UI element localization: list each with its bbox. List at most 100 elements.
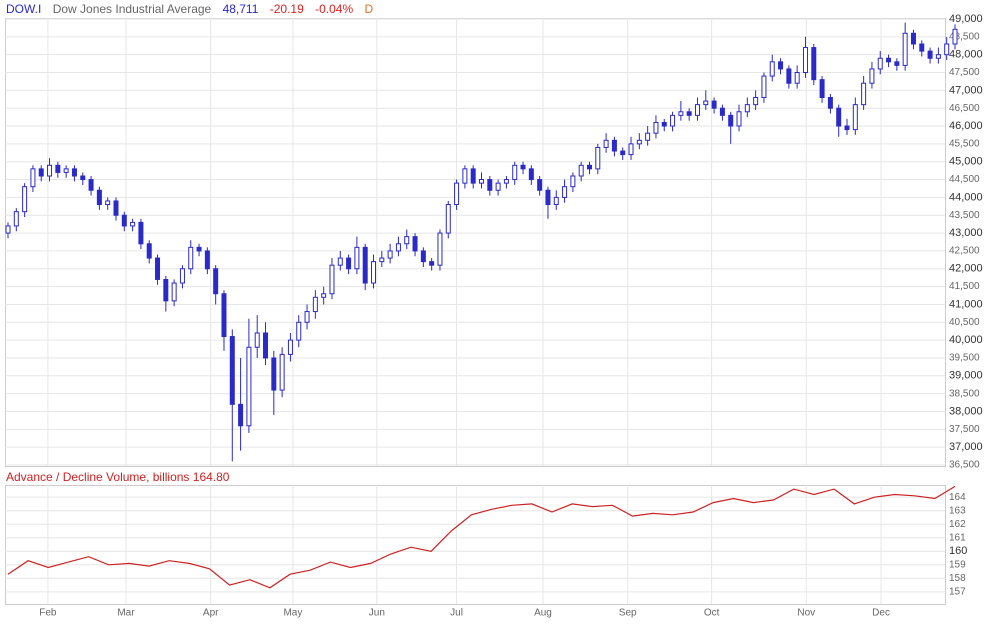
candle-body [321, 293, 327, 298]
y-tick-label: 44,000 [949, 191, 983, 203]
candle-body [47, 164, 53, 177]
breadth-title: Advance / Decline Volume, billions 164.8… [6, 470, 230, 484]
candle-body [603, 139, 609, 148]
candle-body [263, 332, 269, 359]
y-tick-label: 162 [949, 519, 966, 530]
candle-body [728, 114, 734, 127]
candle-body [678, 111, 684, 116]
candle-body [620, 150, 626, 156]
candle-body [877, 57, 883, 70]
candle-body [196, 246, 202, 252]
candle-body [487, 179, 493, 191]
candle-body [952, 28, 958, 45]
y-tick-label: 38,000 [949, 405, 983, 417]
candle-body [479, 179, 484, 184]
candle-body [470, 168, 476, 184]
candle-body [786, 68, 792, 84]
candle-body [105, 200, 111, 206]
x-tick-label: Jun [369, 608, 385, 619]
y-tick-label: 157 [949, 586, 966, 597]
candle-body [395, 243, 401, 252]
candle-body [30, 168, 36, 188]
candle-body [379, 257, 385, 263]
candle-body [304, 311, 310, 323]
candle-body [412, 236, 418, 252]
candle-body [586, 164, 592, 170]
y-tick-label: 164 [949, 492, 966, 503]
candle-body [354, 246, 360, 270]
candle-body [454, 182, 460, 206]
candle-body [736, 111, 742, 127]
y-tick-label: 48,500 [949, 31, 980, 42]
candle-body [362, 246, 368, 284]
candle-body [636, 139, 642, 145]
y-tick-label: 46,500 [949, 103, 980, 114]
candle-body [744, 104, 750, 113]
last: 48,711 [223, 2, 259, 16]
candle-body [827, 96, 833, 109]
x-tick-label: Mar [117, 608, 135, 619]
candle-body [296, 321, 302, 341]
candle-body [537, 179, 543, 191]
y-tick-label: 39,500 [949, 353, 980, 364]
y-tick-label: 37,000 [949, 441, 983, 453]
x-tick-label: Aug [534, 608, 552, 619]
y-tick-label: 42,000 [949, 263, 983, 275]
candle-body [703, 100, 709, 106]
candle-body [769, 61, 775, 77]
candle-body [13, 211, 19, 227]
candle-body [935, 54, 941, 59]
y-tick-label: 42,500 [949, 246, 980, 257]
candle-body [661, 121, 667, 127]
y-tick-label: 158 [949, 573, 966, 584]
candle-body [179, 268, 185, 284]
candle-body [761, 75, 767, 98]
candle-body [910, 32, 916, 45]
y-tick-label: 48,000 [949, 49, 983, 61]
candle-body [445, 204, 451, 234]
candle-body [420, 250, 426, 263]
y-tick-label: 38,500 [949, 388, 980, 399]
candle-body [371, 261, 377, 284]
candle-body [429, 261, 435, 266]
y-tick-label: 47,500 [949, 67, 980, 78]
candle-body [852, 104, 858, 131]
x-tick-label: Feb [39, 608, 57, 619]
candle-body [927, 50, 933, 59]
candle-body [545, 189, 551, 206]
candle-body [5, 225, 11, 234]
candle-body [794, 72, 800, 84]
candle-body [130, 221, 136, 227]
candle-body [919, 43, 925, 52]
breadth-panel [5, 485, 946, 605]
y-tick-label: 161 [949, 532, 966, 543]
candle-body [254, 332, 260, 348]
candle-body [246, 346, 252, 427]
candle-body [528, 168, 534, 181]
candle-body [578, 164, 584, 177]
candle-body [121, 214, 127, 227]
y-tick-label: 39,000 [949, 370, 983, 382]
symbol: DOW.I [6, 2, 41, 16]
candle-body [894, 61, 900, 66]
candle-body [611, 139, 617, 152]
y-tick-label: 46,000 [949, 120, 983, 132]
candle-body [811, 47, 817, 81]
candle-body [55, 164, 61, 173]
y-tick-label: 43,500 [949, 210, 980, 221]
candle-body [38, 168, 44, 177]
candle-body [495, 182, 501, 191]
x-tick-label: Sep [619, 608, 637, 619]
y-tick-label: 47,000 [949, 84, 983, 96]
candle-body [886, 57, 892, 63]
candle-body [146, 243, 152, 259]
candle-body [520, 164, 526, 170]
candle-body [645, 132, 651, 141]
y-tick-label: 49,000 [949, 13, 983, 25]
candle-body [387, 250, 393, 259]
x-tick-label: Apr [203, 608, 219, 619]
candle-body [213, 268, 219, 295]
price-panel [5, 18, 946, 467]
candle-body [694, 104, 700, 116]
